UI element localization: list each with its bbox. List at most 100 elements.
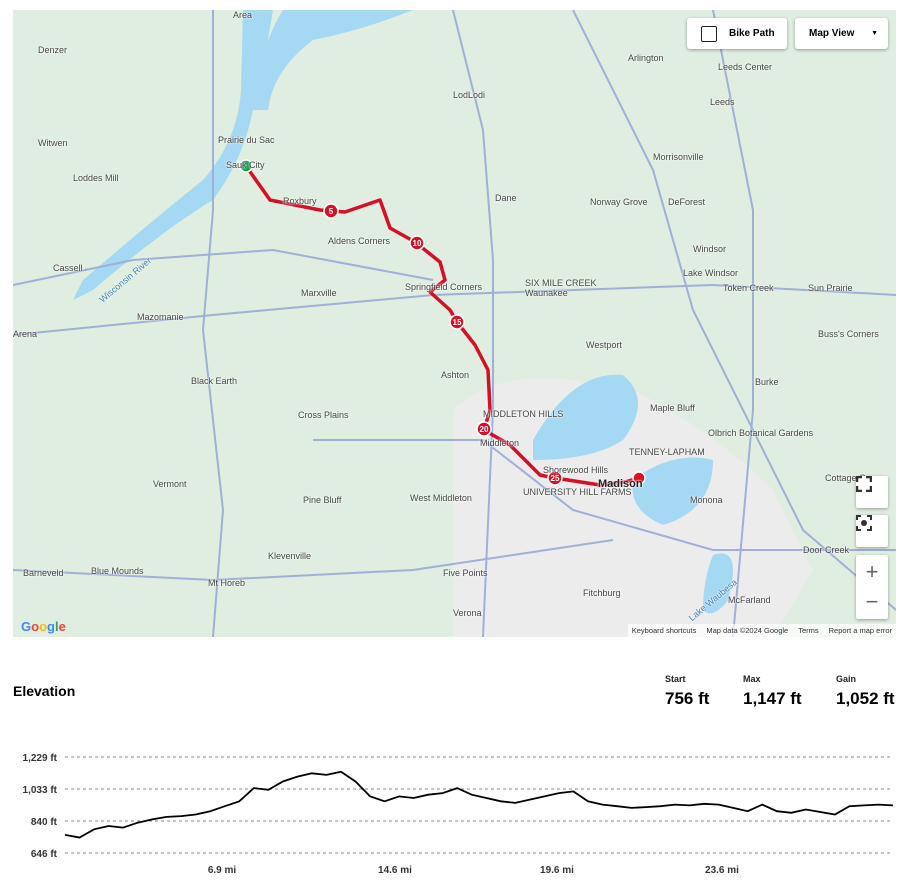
zoom-controls: + − <box>856 555 888 619</box>
place-label: Arena <box>13 329 38 339</box>
stat-value: 756 ft <box>665 689 710 708</box>
place-label: Burke <box>755 377 779 387</box>
place-label: Sauk City <box>226 160 265 170</box>
zoom-in-button[interactable]: + <box>865 559 879 584</box>
place-label: Cassell <box>53 263 83 273</box>
place-label: Mt Horeb <box>208 578 246 588</box>
mile-marker-label: 25 <box>551 474 560 483</box>
place-label: Fitchburg <box>583 588 621 598</box>
place-label: Area <box>233 10 253 20</box>
keyboard-shortcuts-link[interactable]: Keyboard shortcuts <box>631 626 697 635</box>
roads <box>13 10 896 637</box>
place-label: Klevenville <box>268 551 312 561</box>
attribution-bar: Keyboard shortcuts Map data ©2024 Google… <box>627 624 896 637</box>
mile-marker-circle <box>449 314 465 330</box>
place-label: Cross Plains <box>298 410 349 420</box>
bike-path-toggle[interactable]: Bike Path <box>687 18 787 49</box>
place-label: Mazomanie <box>137 312 184 322</box>
place-label: UNIVERSITY HILL FARMS <box>523 487 632 497</box>
place-label: Pine Bluff <box>303 495 342 505</box>
place-label: Morrisonville <box>653 152 704 162</box>
report-error-link[interactable]: Report a map error <box>828 626 892 635</box>
y-tick-label: 1,033 ft <box>23 785 58 796</box>
place-label: Denzer <box>38 45 68 55</box>
mile-marker-label: 10 <box>413 239 422 248</box>
place-label: Dane <box>495 193 517 203</box>
place-label: Norway Grove <box>590 197 648 207</box>
mile-marker: 20 <box>476 421 492 437</box>
fullscreen-button[interactable] <box>856 476 888 508</box>
place-label: Five Points <box>443 568 488 578</box>
map-terrain <box>73 10 813 637</box>
y-tick-label: 1,229 ft <box>23 753 58 764</box>
x-tick-label: 19.6 mi <box>540 865 574 876</box>
y-tick-label: 646 ft <box>31 849 58 860</box>
place-label: Buss's Corners <box>818 329 879 339</box>
checkbox[interactable] <box>701 25 717 42</box>
place-label: Door Creek <box>803 545 850 555</box>
mile-marker-label: 15 <box>453 318 462 327</box>
place-label: Marxville <box>301 288 337 298</box>
place-label: Blue Mounds <box>91 566 144 576</box>
stat-label: Gain <box>836 674 857 684</box>
place-label: Sun Prairie <box>808 283 853 293</box>
terms-link[interactable]: Terms <box>798 626 819 635</box>
place-label: Windsor <box>693 244 727 254</box>
mile-marker: 5 <box>323 203 339 219</box>
route-layer: 5 10 15 20 25 <box>239 159 646 487</box>
stat-gain: Gain 1,052 ft <box>836 674 895 709</box>
stat-label: Start <box>665 674 686 684</box>
place-label: Ashton <box>441 370 470 380</box>
place-label: Arlington <box>628 53 664 63</box>
place-label: Waunakee <box>525 288 568 298</box>
mile-marker: 10 <box>409 235 425 251</box>
recenter-icon <box>856 515 872 531</box>
place-label: Monona <box>690 495 723 505</box>
map-canvas[interactable] <box>13 10 896 637</box>
map-view-label: Map View <box>809 28 855 39</box>
mile-marker-label: 5 <box>329 207 334 216</box>
mile-marker: 25 <box>547 470 563 486</box>
place-label: Leeds <box>710 97 735 107</box>
x-tick-label: 6.9 mi <box>208 865 237 876</box>
stat-max: Max 1,147 ft <box>743 674 802 709</box>
place-label: Shorewood Hills <box>543 465 609 475</box>
route-line <box>244 164 640 487</box>
place-label: SIX MILE CREEK <box>525 278 597 288</box>
place-label: Barneveld <box>23 568 64 578</box>
x-tick-label: 23.6 mi <box>705 865 739 876</box>
place-label: Verona <box>453 608 482 618</box>
elevation-title: Elevation <box>13 683 76 699</box>
zoom-out-button[interactable]: − <box>865 589 879 614</box>
place-label: Olbrich Botanical Gardens <box>708 428 814 438</box>
place-label: Prairie du Sac <box>218 135 275 145</box>
end-marker <box>632 471 646 485</box>
place-label: McFarland <box>728 595 771 605</box>
start-marker <box>239 159 253 173</box>
place-label: Witwen <box>38 138 68 148</box>
y-tick-label: 840 ft <box>31 817 58 828</box>
map-view-dropdown[interactable]: Map View ▼ <box>795 18 888 49</box>
place-label: Vermont <box>153 479 187 489</box>
place-label: TENNEY-LAPHAM <box>629 447 705 457</box>
elevation-chart[interactable]: 1,229 ft 1,033 ft 840 ft 646 ft 6.9 mi 14.6 m… <box>0 740 909 890</box>
fullscreen-icon <box>856 476 872 492</box>
place-label: MIDDLETON HILLS <box>483 409 564 419</box>
place-label: Cottage G <box>825 473 867 483</box>
place-label: Black Earth <box>191 376 238 386</box>
caret-down-icon: ▼ <box>871 30 878 37</box>
place-label: Lodi <box>468 90 486 100</box>
stat-label: Max <box>743 674 761 684</box>
recenter-button[interactable] <box>856 515 888 547</box>
place-label: Roxbury <box>283 196 317 206</box>
place-label: Leeds Center <box>718 62 773 72</box>
place-label: Westport <box>586 340 622 350</box>
map[interactable]: 5 10 15 20 25 Area Denzer Witwen Prairie du Sac… <box>13 10 896 637</box>
place-label: Maple Bluff <box>650 403 695 413</box>
place-label: West Middleton <box>410 493 472 503</box>
place-label: Lake Windsor <box>683 268 739 278</box>
mile-marker-circle <box>323 203 339 219</box>
mile-marker-circle <box>476 421 492 437</box>
place-label: Madison <box>598 478 643 490</box>
place-label: Middleton <box>480 438 520 448</box>
